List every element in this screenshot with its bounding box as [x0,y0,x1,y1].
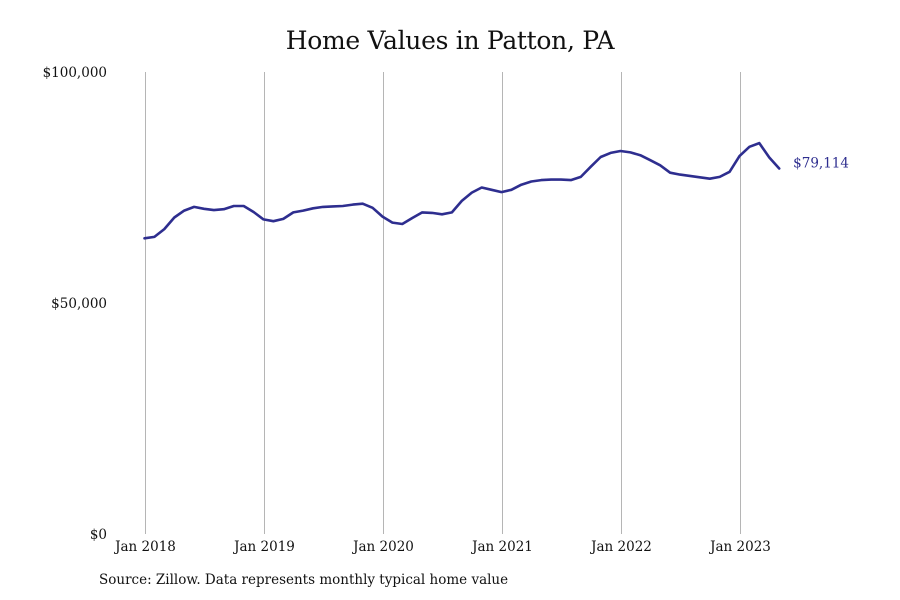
gridlines [145,72,741,534]
x-tick-label: Jan 2019 [232,539,295,555]
x-tick-label: Jan 2020 [351,539,414,555]
y-tick-label: $50,000 [51,296,107,312]
x-tick-label: Jan 2023 [708,539,771,555]
annotation-layer: $79,114 [793,155,849,171]
y-axis: $0 $50,000 $100,000 [43,65,107,543]
series-layer [143,141,781,240]
series-line-0 [143,141,781,240]
y-tick-label: $0 [90,527,107,543]
x-tick-label: Jan 2022 [589,539,652,555]
source-note: Source: Zillow. Data represents monthly … [99,572,509,588]
x-tick-label: Jan 2021 [470,539,533,555]
y-tick-label: $100,000 [43,65,107,81]
x-axis: Jan 2018 Jan 2019 Jan 2020 Jan 2021 Jan 2022… [113,539,771,555]
x-tick-label: Jan 2018 [113,539,176,555]
chart-title: Home Values in Patton, PA [285,26,615,55]
end-value-label: $79,114 [793,155,849,171]
